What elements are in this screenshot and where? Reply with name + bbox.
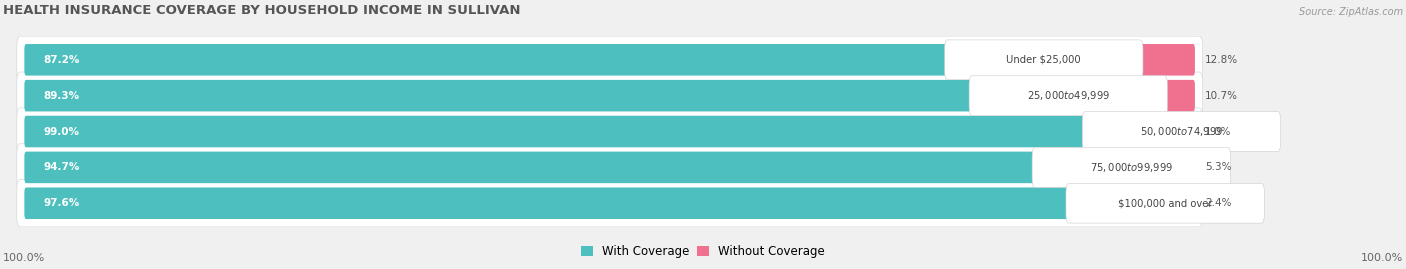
FancyBboxPatch shape — [1129, 152, 1195, 183]
FancyBboxPatch shape — [1066, 183, 1264, 223]
Text: 100.0%: 100.0% — [3, 253, 45, 263]
Text: $100,000 and over: $100,000 and over — [1118, 198, 1212, 208]
FancyBboxPatch shape — [1180, 116, 1195, 147]
Text: 10.7%: 10.7% — [1205, 91, 1237, 101]
Text: $50,000 to $74,999: $50,000 to $74,999 — [1140, 125, 1223, 138]
FancyBboxPatch shape — [1067, 80, 1195, 111]
Text: Under $25,000: Under $25,000 — [1007, 55, 1081, 65]
FancyBboxPatch shape — [1042, 44, 1195, 76]
Text: 99.0%: 99.0% — [44, 126, 80, 137]
FancyBboxPatch shape — [17, 108, 1202, 155]
Text: 12.8%: 12.8% — [1205, 55, 1237, 65]
Text: Source: ZipAtlas.com: Source: ZipAtlas.com — [1299, 8, 1403, 17]
Text: 1.0%: 1.0% — [1205, 126, 1232, 137]
Legend: With Coverage, Without Coverage: With Coverage, Without Coverage — [576, 240, 830, 263]
Text: 100.0%: 100.0% — [1361, 253, 1403, 263]
FancyBboxPatch shape — [24, 116, 1184, 147]
Text: 94.7%: 94.7% — [44, 162, 80, 172]
FancyBboxPatch shape — [24, 187, 1167, 219]
FancyBboxPatch shape — [24, 44, 1046, 76]
Text: $25,000 to $49,999: $25,000 to $49,999 — [1026, 89, 1109, 102]
FancyBboxPatch shape — [1083, 112, 1281, 151]
Text: 5.3%: 5.3% — [1205, 162, 1232, 172]
FancyBboxPatch shape — [17, 180, 1202, 227]
Text: 97.6%: 97.6% — [44, 198, 80, 208]
FancyBboxPatch shape — [1032, 147, 1230, 187]
Text: 89.3%: 89.3% — [44, 91, 80, 101]
Text: 87.2%: 87.2% — [44, 55, 80, 65]
Text: HEALTH INSURANCE COVERAGE BY HOUSEHOLD INCOME IN SULLIVAN: HEALTH INSURANCE COVERAGE BY HOUSEHOLD I… — [3, 5, 520, 17]
Text: 2.4%: 2.4% — [1205, 198, 1232, 208]
Text: $75,000 to $99,999: $75,000 to $99,999 — [1090, 161, 1173, 174]
FancyBboxPatch shape — [1163, 187, 1195, 219]
FancyBboxPatch shape — [969, 76, 1167, 116]
FancyBboxPatch shape — [17, 144, 1202, 191]
FancyBboxPatch shape — [945, 40, 1143, 80]
FancyBboxPatch shape — [24, 80, 1070, 111]
FancyBboxPatch shape — [24, 152, 1133, 183]
FancyBboxPatch shape — [17, 36, 1202, 83]
FancyBboxPatch shape — [17, 72, 1202, 119]
